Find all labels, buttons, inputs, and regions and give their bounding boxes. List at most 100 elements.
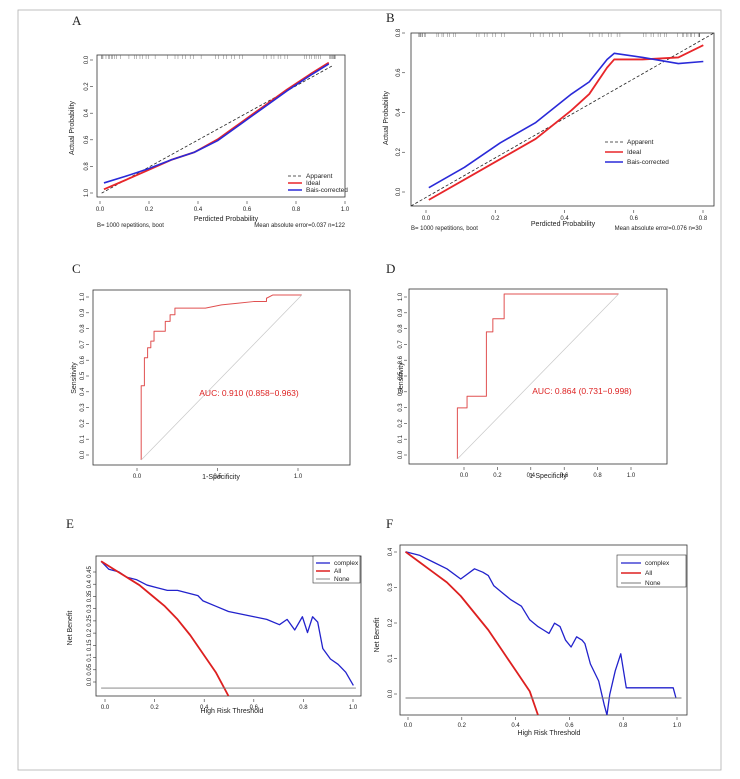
x-tick-label: 0.4 [194, 207, 203, 213]
panel-e: E 0.0 0.2 0.4 0.6 0.8 1.0 0.0 0.050.1 0.15 0.2 0.25… [66, 516, 362, 715]
x-tick-label: 0.6 [630, 216, 639, 222]
x-tick-label: 0.2 [150, 705, 159, 711]
x-tick-label: 0.8 [299, 705, 308, 711]
x-axis-label: 1-Specificity [529, 473, 567, 480]
legend-frame [312, 555, 361, 584]
y-tick-label: 0.45 [87, 566, 93, 578]
series-line-roc [456, 293, 619, 460]
panel-letter: E [66, 516, 74, 531]
y-tick-label: 0.4 [388, 547, 394, 556]
y-tick-label: 0.1 [388, 654, 394, 663]
y-tick-label: 0.4 [87, 579, 93, 588]
y-axis-label: Actual Probability [383, 90, 390, 145]
y-axis-label: Net Benefit [374, 618, 381, 653]
y-tick-label: 0.0 [388, 689, 394, 698]
x-tick-label: 0.0 [101, 705, 110, 711]
x-axis-label: High Risk Threshold [518, 730, 581, 737]
y-tick-label: 0.0 [84, 55, 90, 64]
y-tick-label: 0.6 [398, 355, 404, 364]
y-axis-label: Sensitivity [398, 362, 405, 394]
legend-label: Bais-corrected [306, 187, 348, 194]
series-line-roc [140, 294, 302, 461]
y-tick-label: 0.6 [84, 135, 90, 144]
y-tick-label: 0.4 [80, 387, 86, 396]
legend-label: All [334, 568, 342, 575]
note-right: Mean absolute error=0.037 n=122 [254, 223, 345, 229]
y-axis-label: Sensitivity [71, 362, 78, 394]
x-tick-label: 0.5 [213, 474, 222, 480]
x-axis-label: Perdicted Probability [194, 216, 259, 223]
series-line-reference [140, 294, 303, 461]
x-tick-label: 0.6 [565, 723, 574, 729]
panel-letter: C [72, 261, 81, 276]
legend-label: Bais-corrected [627, 159, 669, 166]
x-tick-label: 0.6 [250, 705, 259, 711]
series-group [411, 33, 714, 206]
y-tick-label: 0.15 [87, 639, 93, 651]
y-tick-label: 0.0 [80, 450, 86, 459]
x-tick-label: 0.2 [145, 207, 154, 213]
y-tick-label: 1.0 [84, 188, 90, 197]
x-tick-label: 0.8 [699, 216, 708, 222]
plot-area [96, 54, 346, 198]
legend-label: Apparent [306, 173, 333, 180]
y-tick-label: 0.1 [80, 434, 86, 443]
y-tick-label: 0.3 [87, 604, 93, 613]
y-axis-label: Net Benefit [67, 611, 74, 646]
legend-frame [616, 554, 687, 588]
y-tick-label: 1.0 [398, 292, 404, 301]
x-tick-label: 0.4 [511, 723, 520, 729]
y-tick-label: 0.35 [87, 590, 93, 602]
auc-annotation: AUC: 0.864 (0.731−0.998) [532, 386, 632, 396]
legend-label: Ideal [627, 149, 642, 156]
y-tick-label: 0.3 [80, 403, 86, 412]
panel-letter: D [386, 261, 395, 276]
y-tick-label: 0.2 [84, 82, 90, 91]
x-axis-label: 1-Specificity [202, 474, 240, 481]
y-tick-label: 0.8 [80, 324, 86, 333]
series-line-bais-corrected [103, 63, 330, 184]
y-tick-label: 0.7 [80, 340, 86, 349]
legend-label: All [645, 570, 653, 577]
series-line-ideal [103, 61, 330, 191]
series-line-all [100, 560, 230, 696]
x-tick-label: 1.0 [341, 207, 350, 213]
legend-label: None [334, 576, 350, 583]
y-tick-label: 0.9 [80, 308, 86, 317]
y-tick-label: 0.8 [398, 324, 404, 333]
x-tick-label: 0.0 [422, 216, 431, 222]
note-left: B= 1000 repetitions, boot [97, 223, 164, 229]
series-line-apparent [411, 33, 714, 206]
x-tick-label: 1.0 [294, 474, 303, 480]
x-tick-label: 0.2 [458, 723, 467, 729]
y-tick-label: 0.6 [80, 355, 86, 364]
y-tick-label: 0.4 [84, 108, 90, 117]
legend-label: complex [645, 560, 670, 567]
panel-letter: F [386, 516, 393, 531]
y-tick-label: 0.3 [388, 583, 394, 592]
y-tick-label: 0.2 [80, 419, 86, 428]
y-tick-label: 0.5 [398, 371, 404, 380]
x-tick-label: 0.8 [292, 207, 301, 213]
series-group [101, 61, 334, 194]
y-tick-label: 0.0 [398, 450, 404, 459]
x-tick-label: 0.6 [560, 473, 569, 479]
x-axis-label: Perdicted Probability [531, 221, 596, 228]
y-tick-label: 0.2 [87, 628, 93, 637]
legend-label: Ideal [306, 180, 321, 187]
auc-annotation: AUC: 0.910 (0.858−0.963) [199, 388, 299, 398]
plot-area [408, 288, 668, 465]
y-tick-label: 0.25 [87, 614, 93, 626]
y-tick-label: 0.4 [398, 387, 404, 396]
series-line-complex [405, 551, 677, 715]
panel-c: C 0.0 0.5 1.0 0.0 0.1 0.2 0.3 0.4 0.5 0.6 0.7 0.8 0.9… [71, 261, 351, 481]
x-tick-label: 0.0 [133, 474, 142, 480]
y-tick-label: 0.1 [87, 653, 93, 662]
x-tick-label: 0.4 [527, 473, 536, 479]
y-tick-label: 0.2 [398, 419, 404, 428]
legend: complex All None [616, 554, 687, 588]
plot-area [399, 544, 688, 716]
